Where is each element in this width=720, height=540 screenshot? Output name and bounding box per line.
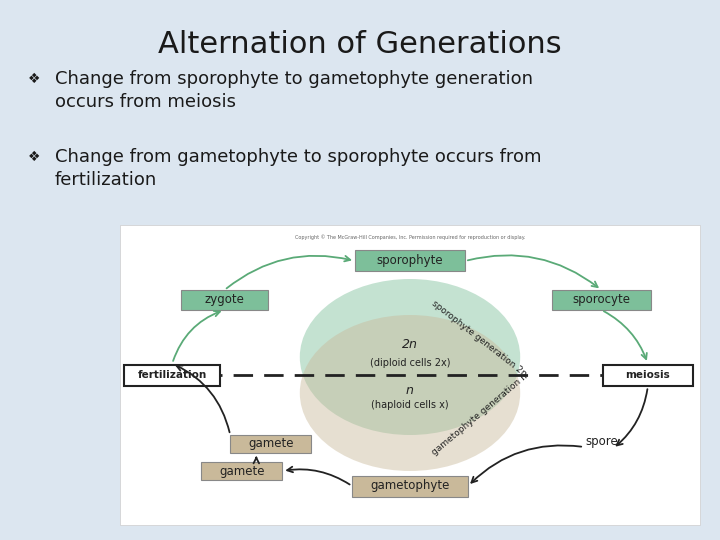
Bar: [120, 225, 700, 525]
Text: Copyright © The McGraw-Hill Companies, Inc. Permission required for reproduction: Copyright © The McGraw-Hill Companies, I…: [294, 234, 525, 240]
Text: spore: spore: [585, 435, 618, 448]
FancyBboxPatch shape: [181, 291, 268, 310]
FancyBboxPatch shape: [230, 435, 312, 453]
Text: sporophyte: sporophyte: [377, 254, 444, 267]
Text: ❖: ❖: [28, 150, 40, 164]
FancyBboxPatch shape: [355, 251, 465, 272]
FancyBboxPatch shape: [603, 364, 693, 386]
Text: Change from sporophyte to gametophyte generation
occurs from meiosis: Change from sporophyte to gametophyte ge…: [55, 70, 533, 111]
Text: Alternation of Generations: Alternation of Generations: [158, 30, 562, 59]
Text: gamete: gamete: [219, 464, 264, 477]
Text: fertilization: fertilization: [138, 370, 207, 380]
Text: (haploid cells x): (haploid cells x): [372, 400, 449, 410]
Text: zygote: zygote: [204, 294, 244, 307]
FancyBboxPatch shape: [552, 291, 651, 310]
Text: sporocyte: sporocyte: [572, 294, 631, 307]
Text: gametophyte generation n: gametophyte generation n: [430, 372, 529, 457]
Text: n: n: [406, 383, 414, 396]
FancyBboxPatch shape: [125, 364, 220, 386]
Text: ❖: ❖: [28, 72, 40, 86]
Text: (diploid cells 2x): (diploid cells 2x): [370, 358, 450, 368]
Ellipse shape: [300, 315, 521, 471]
Text: sporophyte generation 2n: sporophyte generation 2n: [431, 299, 528, 379]
Text: gamete: gamete: [248, 437, 294, 450]
Text: Change from gametophyte to sporophyte occurs from
fertilization: Change from gametophyte to sporophyte oc…: [55, 148, 541, 189]
Text: meiosis: meiosis: [626, 370, 670, 380]
Ellipse shape: [300, 279, 521, 435]
Text: 2n: 2n: [402, 339, 418, 352]
Text: gametophyte: gametophyte: [370, 480, 450, 492]
FancyBboxPatch shape: [201, 462, 282, 480]
FancyBboxPatch shape: [352, 476, 468, 496]
